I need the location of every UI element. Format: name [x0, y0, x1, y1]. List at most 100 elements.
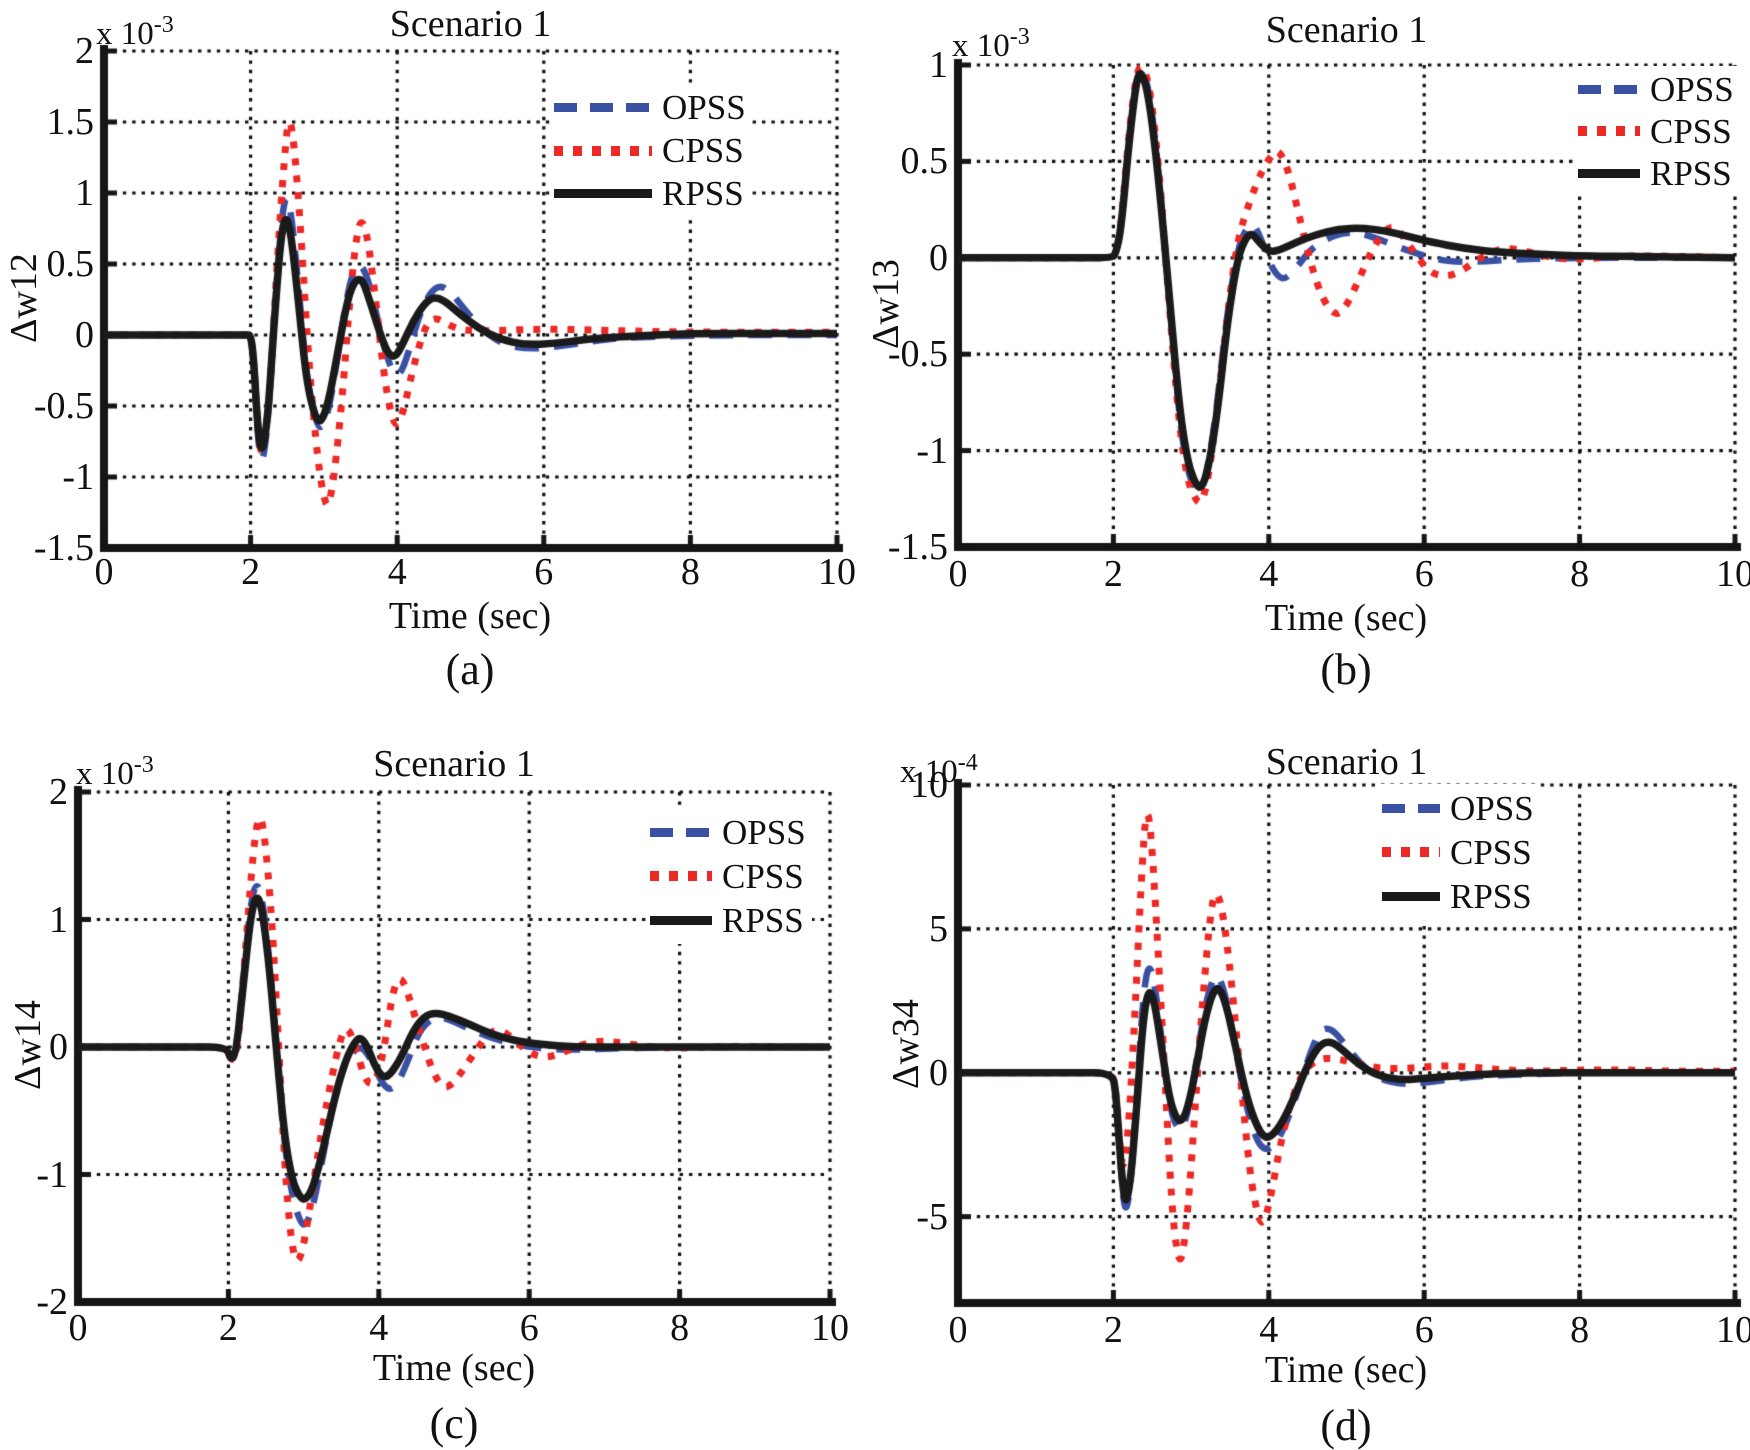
multiplier-base: x 10	[76, 756, 134, 792]
legend-row: CPSS	[650, 854, 806, 898]
legend-row: RPSS	[650, 898, 806, 942]
chart-a-ylabel: Δw12	[3, 253, 45, 343]
y-tick-label: 1.5	[46, 101, 95, 143]
cpss-line-sample-icon	[1382, 847, 1440, 857]
y-tick-label: 0.5	[46, 243, 95, 285]
multiplier-exp: -3	[153, 12, 174, 38]
legend-label: OPSS	[722, 812, 806, 852]
legend-label: RPSS	[1650, 153, 1732, 193]
legend-row: CPSS	[1578, 110, 1734, 152]
legend-label: CPSS	[1450, 832, 1532, 872]
chart-b-caption: (b)	[1320, 645, 1372, 694]
y-tick-label: -2	[36, 1281, 68, 1323]
cpss-line-sample-icon	[554, 145, 652, 156]
x-tick-label: 2	[1103, 1309, 1123, 1351]
y-tick-label: 5	[929, 907, 948, 950]
multiplier-exp: -3	[1009, 24, 1030, 50]
x-tick-label: 10	[811, 1307, 849, 1349]
legend-row: CPSS	[554, 129, 746, 172]
legend-label: RPSS	[722, 900, 804, 940]
x-tick-label: 0	[68, 1307, 88, 1349]
chart-d-caption: (d)	[1320, 1401, 1372, 1450]
chart-c-title: Scenario 1	[373, 743, 535, 785]
y-tick-label: -0.5	[887, 333, 948, 376]
multiplier-base: x 10	[96, 16, 154, 52]
x-tick-label: 2	[218, 1307, 238, 1349]
legend-row: CPSS	[1382, 830, 1534, 874]
x-tick-label: 4	[1259, 553, 1279, 595]
x-tick-label: 2	[241, 551, 261, 593]
legend: OPSS CPSS RPSS	[1576, 66, 1740, 196]
y-tick-label: 1	[75, 172, 94, 214]
chart-b-title: Scenario 1	[1265, 9, 1428, 51]
multiplier-exp: -4	[957, 750, 978, 776]
legend-label: CPSS	[662, 131, 744, 170]
y-tick-label: -1	[62, 456, 94, 498]
y-tick-label: 0	[929, 1051, 948, 1094]
x-tick-label: 4	[1259, 1309, 1279, 1351]
multiplier-base: x 10	[900, 754, 958, 790]
rpss-line-sample-icon	[1578, 168, 1640, 178]
opss-line-sample-icon	[1578, 84, 1640, 94]
chart-a-xlabel: Time (sec)	[388, 595, 552, 637]
legend: OPSS CPSS RPSS	[648, 808, 812, 944]
legend-row: OPSS	[1578, 68, 1734, 110]
legend-row: OPSS	[554, 86, 746, 129]
legend-label: CPSS	[1650, 111, 1732, 151]
y-tick-label: 0	[75, 314, 94, 356]
legend-label: OPSS	[662, 88, 746, 127]
chart-b-multiplier: x 10-3	[952, 24, 1030, 65]
rpss-line-sample-icon	[554, 189, 652, 198]
x-tick-label: 8	[1570, 1309, 1590, 1351]
chart-a-caption: (a)	[445, 645, 495, 694]
y-tick-label: -0.5	[33, 385, 94, 427]
y-tick-label: 0.5	[900, 140, 949, 183]
x-tick-label: 8	[670, 1307, 690, 1349]
legend-row: RPSS	[1382, 874, 1534, 918]
x-tick-label: 2	[1103, 553, 1123, 595]
legend-label: RPSS	[1450, 876, 1532, 916]
chart-a-multiplier: x 10-3	[96, 12, 174, 53]
y-tick-label: 0	[929, 236, 948, 279]
x-tick-label: 6	[1414, 553, 1434, 595]
rpss-line-sample-icon	[650, 915, 712, 925]
y-tick-label: 1	[49, 898, 68, 941]
x-tick-label: 6	[519, 1307, 539, 1349]
y-tick-label: 2	[75, 30, 94, 72]
legend-row: OPSS	[650, 810, 806, 854]
legend: OPSS CPSS RPSS	[552, 84, 752, 217]
chart-c-multiplier: x 10-3	[76, 752, 154, 793]
legend-label: OPSS	[1450, 788, 1534, 828]
chart-d-title: Scenario 1	[1265, 741, 1428, 783]
x-tick-label: 6	[1414, 1309, 1434, 1351]
legend-row: RPSS	[1578, 152, 1734, 194]
multiplier-exp: -3	[133, 752, 154, 778]
x-tick-label: 10	[1716, 1309, 1750, 1351]
opss-line-sample-icon	[554, 103, 652, 112]
y-tick-label: 2	[49, 771, 68, 813]
y-tick-label: -1.5	[33, 527, 94, 569]
rpss-line-sample-icon	[1382, 891, 1440, 901]
chart-b-xlabel: Time (sec)	[1264, 597, 1428, 639]
legend-row: RPSS	[554, 172, 746, 215]
x-tick-label: 10	[1716, 553, 1750, 595]
legend-row: OPSS	[1382, 786, 1534, 830]
opss-line-sample-icon	[1382, 803, 1440, 813]
y-tick-label: -5	[916, 1195, 948, 1238]
multiplier-base: x 10	[952, 28, 1010, 64]
chart-d-multiplier: x 10-4	[900, 750, 978, 791]
x-tick-label: 8	[680, 551, 700, 593]
x-tick-label: 0	[948, 1309, 968, 1351]
y-tick-label: 0	[49, 1026, 68, 1068]
chart-c-caption: (c)	[429, 1399, 479, 1448]
cpss-line-sample-icon	[1578, 126, 1640, 136]
y-tick-label: 1	[929, 44, 948, 86]
chart-d-xlabel: Time (sec)	[1264, 1349, 1428, 1391]
y-tick-label: -1.5	[887, 526, 948, 568]
x-tick-label: 6	[534, 551, 554, 593]
cpss-line-sample-icon	[650, 871, 712, 881]
chart-a-title: Scenario 1	[389, 3, 552, 45]
x-tick-label: 4	[387, 551, 407, 593]
